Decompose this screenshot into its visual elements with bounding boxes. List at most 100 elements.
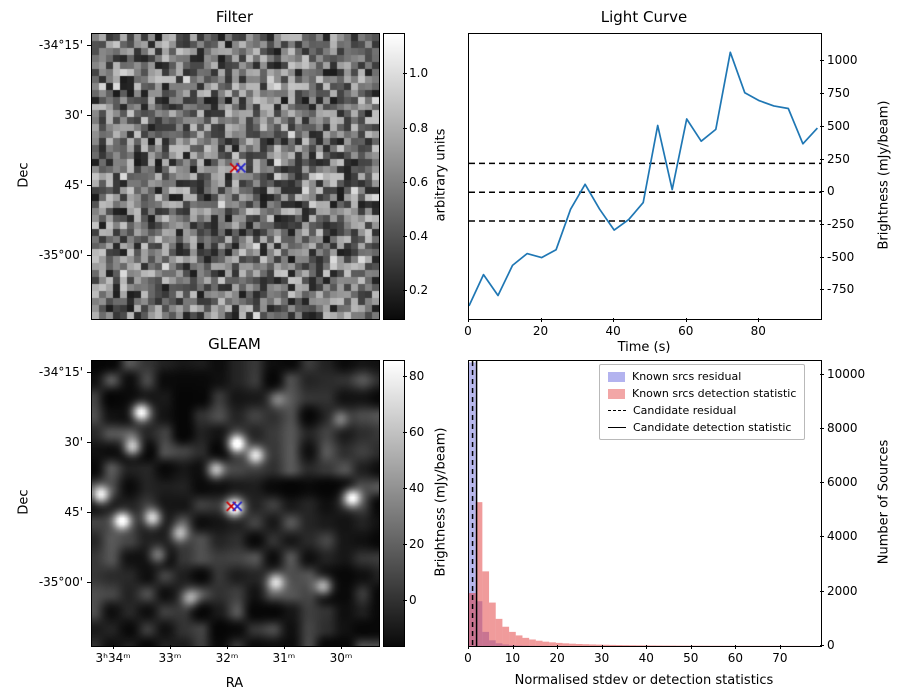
y-tick-label: 4000 — [827, 529, 858, 544]
colorbar-tick-label: 60 — [409, 424, 425, 439]
histogram-legend: Known srcs residual Known srcs detection … — [599, 364, 806, 440]
histogram-bar — [609, 644, 617, 646]
histogram-bar — [535, 640, 543, 646]
histogram-bar — [509, 631, 516, 646]
colorbar-tick — [403, 544, 407, 546]
x-tick — [512, 645, 514, 649]
x-tick — [227, 645, 229, 649]
histogram-bar — [495, 618, 503, 646]
y-tick-label: 45' — [64, 504, 83, 519]
x-tick-label: 32ᵐ — [215, 651, 239, 665]
x-tick — [557, 645, 559, 649]
x-tick — [758, 318, 760, 322]
x-tick — [779, 645, 781, 649]
x-tick-label: 20 — [532, 324, 549, 338]
colorbar-tick-label: 0 — [409, 593, 417, 608]
colorbar-tick — [403, 127, 407, 129]
colorbar-tick — [403, 487, 407, 489]
y-tick — [820, 590, 824, 592]
histogram-bar — [482, 631, 490, 646]
histogram-bar — [489, 640, 496, 646]
y-tick-label: -750 — [827, 282, 855, 297]
colorbar-tick-label: 0.8 — [409, 120, 429, 135]
legend-item: Known srcs detection statistic — [608, 387, 796, 400]
gleam-colorbar-label: Brightness (mJy/beam) — [433, 427, 449, 577]
light-curve-title: Light Curve — [600, 8, 688, 26]
y-tick — [87, 255, 91, 256]
gleam-image — [92, 361, 379, 646]
filter-title: Filter — [215, 8, 254, 26]
light-curve-xlabel: Time (s) — [617, 340, 671, 355]
y-tick-label: 8000 — [827, 420, 858, 435]
histogram-bar — [649, 645, 657, 646]
y-tick — [820, 482, 824, 484]
colorbar-tick-label: 1.0 — [409, 66, 429, 81]
colorbar-tick-label: 20 — [409, 537, 425, 552]
y-tick — [87, 44, 91, 46]
y-tick-label: 500 — [827, 118, 850, 133]
histogram-bar — [469, 362, 476, 646]
histogram-bar — [555, 642, 563, 646]
x-tick-label: 60 — [727, 651, 743, 665]
y-tick-label: -35°00' — [38, 575, 83, 589]
filter-colorbar — [383, 33, 405, 320]
legend-item: Candidate residual — [608, 404, 796, 417]
y-tick-label: -250 — [827, 216, 855, 231]
x-tick-label: 50 — [683, 651, 699, 665]
histogram-ylabel: Number of Sources — [876, 439, 892, 565]
histogram-bar — [642, 645, 650, 646]
gleam-plot-area — [91, 360, 380, 647]
y-tick-label: 750 — [827, 86, 850, 101]
x-tick-label: 80 — [750, 324, 766, 338]
legend-item: Known srcs residual — [608, 370, 796, 383]
legend-swatch-patch — [608, 388, 625, 399]
histogram-bar — [482, 571, 490, 646]
histogram-bar — [509, 645, 516, 646]
y-tick — [87, 115, 91, 117]
x-tick — [613, 318, 615, 322]
histogram-bar — [575, 643, 583, 646]
colorbar-tick — [403, 181, 407, 183]
histogram-bar — [469, 593, 476, 646]
colorbar-tick-label: 0.4 — [409, 228, 429, 243]
histogram-bar — [616, 645, 623, 646]
y-tick — [820, 60, 824, 62]
x-tick — [685, 318, 687, 322]
legend-label: Known srcs detection statistic — [632, 387, 797, 400]
x-tick-label: 31ᵐ — [272, 651, 296, 665]
histogram-bar — [622, 645, 630, 646]
x-tick — [283, 645, 285, 649]
filter-image — [92, 34, 379, 319]
light-curve-plot-area — [468, 33, 822, 320]
colorbar-tick-label: 0.6 — [409, 174, 429, 189]
legend-label: Candidate residual — [633, 404, 737, 417]
x-tick — [113, 645, 115, 649]
histogram-bar — [515, 645, 523, 646]
histogram-bar — [495, 643, 503, 646]
histogram-bar — [515, 635, 523, 646]
light-curve-line — [469, 51, 819, 307]
y-tick — [820, 536, 824, 538]
histogram-chart — [469, 361, 810, 646]
histogram-bar — [629, 645, 637, 646]
colorbar-tick-label: 40 — [409, 480, 425, 495]
histogram-bar — [502, 626, 510, 646]
x-tick — [646, 645, 648, 649]
legend-label: Candidate detection statistic — [633, 421, 792, 434]
x-tick — [690, 645, 692, 649]
gleam-xlabel: RA — [225, 676, 244, 691]
histogram-bar — [489, 602, 496, 646]
y-tick — [87, 442, 91, 444]
y-tick-label: 0 — [827, 184, 835, 199]
colorbar-tick — [403, 73, 407, 75]
histogram-bar — [562, 643, 570, 646]
x-tick — [735, 645, 737, 649]
y-tick — [87, 582, 91, 583]
y-tick — [820, 373, 824, 375]
x-tick-label: 0 — [464, 651, 472, 665]
y-tick-label: 30' — [64, 435, 83, 450]
histogram-bar — [595, 644, 603, 646]
histogram-bar — [569, 643, 576, 646]
y-tick-label: 10000 — [827, 366, 866, 381]
colorbar-tick — [403, 375, 407, 377]
